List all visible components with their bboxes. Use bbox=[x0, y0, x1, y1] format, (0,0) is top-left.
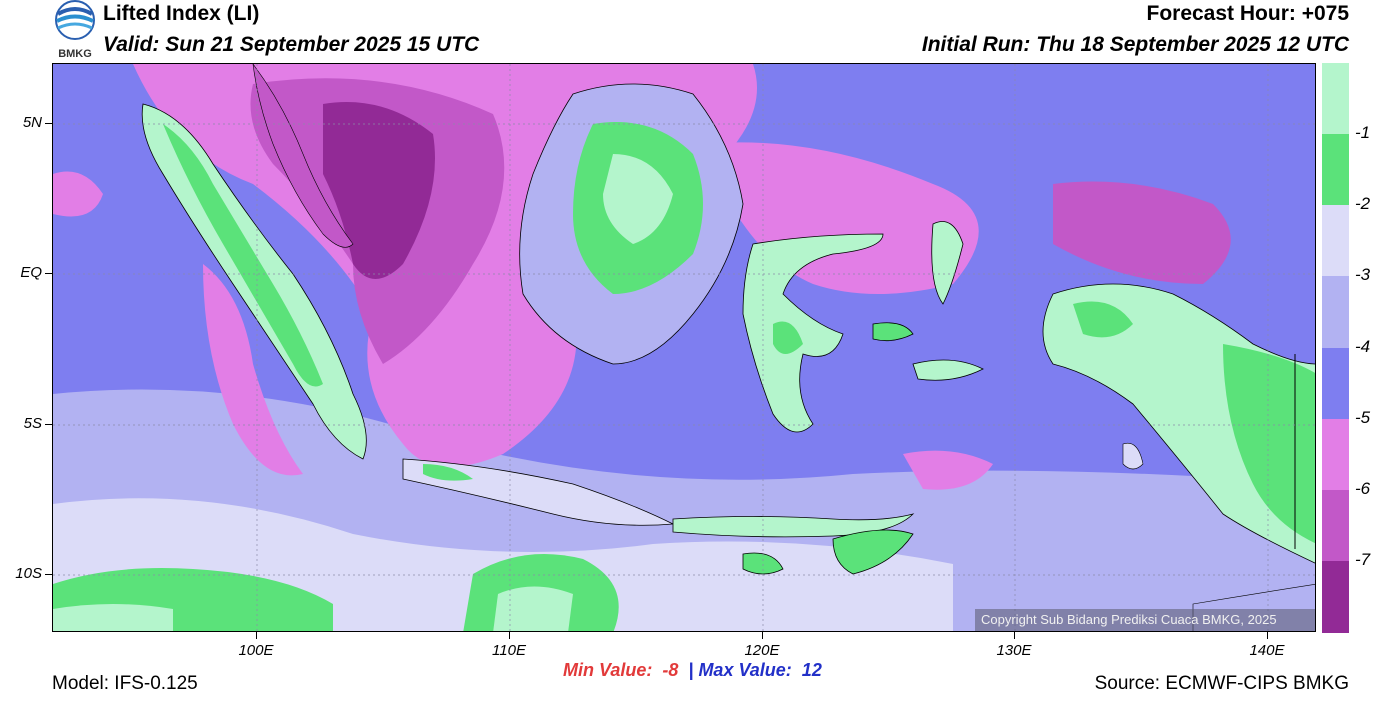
lon-label-140e: 140E bbox=[1249, 642, 1285, 659]
lon-tick bbox=[1014, 632, 1015, 639]
lon-label-100e: 100E bbox=[238, 642, 274, 659]
colorbar-label: -2 bbox=[1355, 194, 1371, 214]
valid-time: Valid: Sun 21 September 2025 15 UTC bbox=[103, 33, 480, 56]
lat-label-5s: 5S bbox=[23, 415, 42, 432]
lat-label-eq: EQ bbox=[20, 264, 42, 281]
colorbar-label: -5 bbox=[1355, 407, 1371, 427]
colorbar-segment bbox=[1322, 560, 1349, 633]
lifted-index-map[interactable] bbox=[52, 63, 1316, 632]
model-name: Model: IFS-0.125 bbox=[52, 673, 198, 694]
copyright-notice: Copyright Sub Bidang Prediksi Cuaca BMKG… bbox=[975, 609, 1315, 631]
lat-label-5n: 5N bbox=[22, 114, 42, 131]
colorbar-segment bbox=[1322, 489, 1349, 562]
min-max-values: Min Value: -8 | Max Value: 12 bbox=[563, 660, 822, 681]
lon-tick bbox=[1267, 632, 1268, 639]
colorbar-segment bbox=[1322, 205, 1349, 277]
lon-label-110e: 110E bbox=[492, 642, 526, 659]
lon-label-120e: 120E bbox=[744, 642, 780, 659]
colorbar-label: -7 bbox=[1355, 549, 1371, 569]
colorbar bbox=[1322, 63, 1349, 633]
lat-tick bbox=[45, 424, 52, 425]
logo-text: BMKG bbox=[58, 48, 92, 60]
lat-tick bbox=[45, 574, 52, 575]
colorbar-segment bbox=[1322, 63, 1349, 135]
lat-label-10s: 10S bbox=[15, 565, 42, 582]
colorbar-segment bbox=[1322, 418, 1349, 491]
lon-tick bbox=[256, 632, 257, 639]
colorbar-segment bbox=[1322, 347, 1349, 420]
colorbar-label: -3 bbox=[1355, 265, 1371, 285]
colorbar-segment bbox=[1322, 134, 1349, 206]
min-max-separator: | bbox=[688, 660, 694, 680]
max-value: Max Value: 12 bbox=[698, 660, 822, 680]
min-value: Min Value: -8 bbox=[563, 660, 679, 680]
lon-tick bbox=[762, 632, 763, 639]
data-source: Source: ECMWF-CIPS BMKG bbox=[1094, 673, 1349, 694]
lon-label-130e: 130E bbox=[996, 642, 1032, 659]
bmkg-logo: BMKG bbox=[50, 0, 100, 60]
lon-tick bbox=[509, 632, 510, 639]
colorbar-label: -1 bbox=[1355, 123, 1371, 143]
colorbar-segment bbox=[1322, 276, 1349, 348]
lat-tick bbox=[45, 123, 52, 124]
forecast-hour: Forecast Hour: +075 bbox=[1146, 2, 1350, 25]
chart-title: Lifted Index (LI) bbox=[103, 2, 260, 25]
colorbar-label: -4 bbox=[1355, 336, 1371, 356]
initial-run: Initial Run: Thu 18 September 2025 12 UT… bbox=[921, 33, 1349, 56]
colorbar-label: -6 bbox=[1355, 478, 1371, 498]
lat-tick bbox=[45, 273, 52, 274]
